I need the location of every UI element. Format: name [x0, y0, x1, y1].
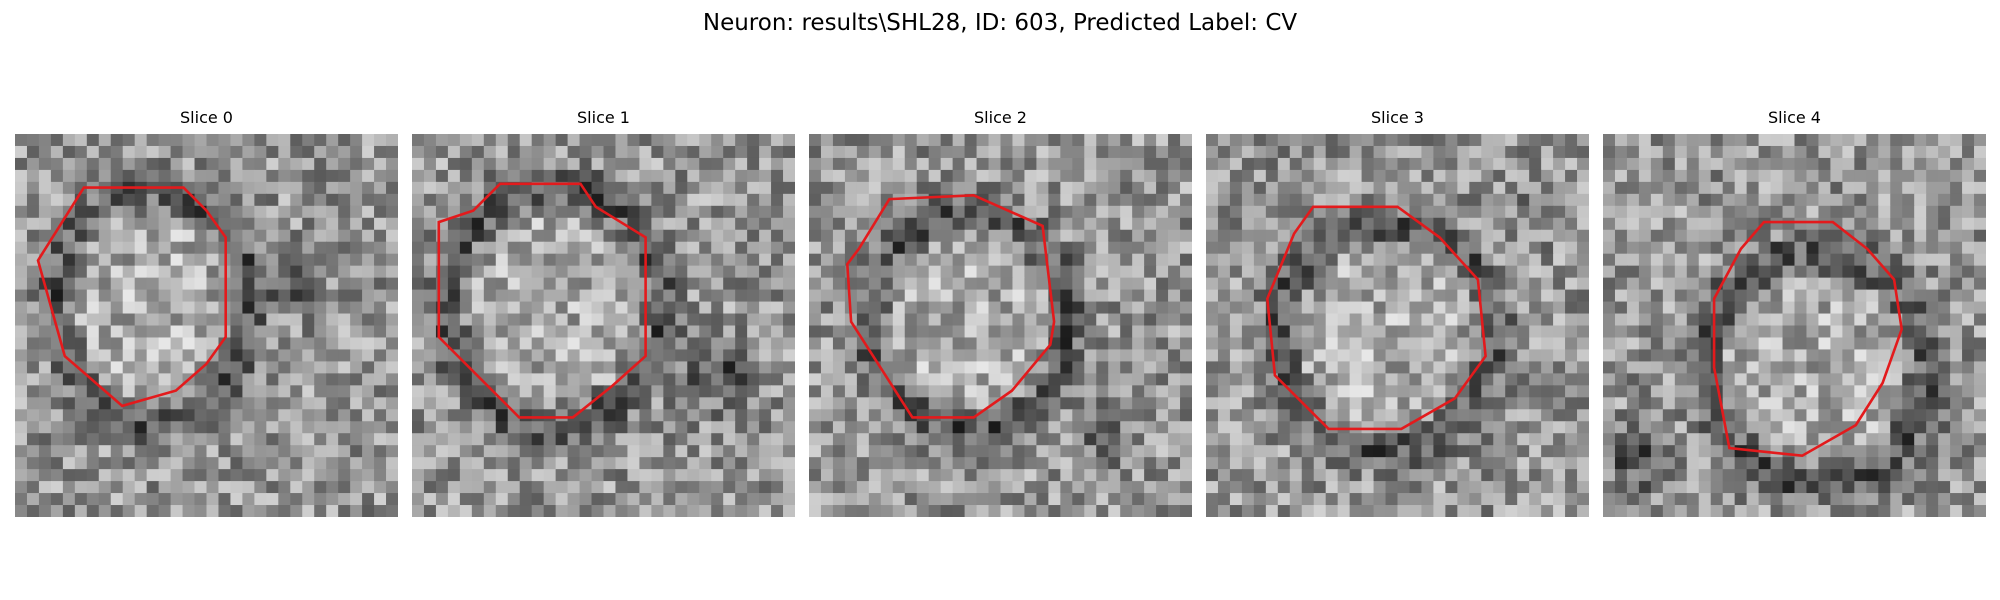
slice-title-1: Slice 1 — [412, 108, 795, 128]
slice-title-4: Slice 4 — [1603, 108, 1986, 128]
figure-title: Neuron: results\SHL28, ID: 603, Predicte… — [0, 6, 2000, 40]
slice-image-4 — [1603, 134, 1986, 517]
slice-title-3: Slice 3 — [1206, 108, 1589, 128]
slice-panel-0: Slice 0 — [15, 108, 398, 517]
slice-title-2: Slice 2 — [809, 108, 1192, 128]
slice-panel-4: Slice 4 — [1603, 108, 1986, 517]
slice-panel-2: Slice 2 — [809, 108, 1192, 517]
slice-image-3 — [1206, 134, 1589, 517]
slice-image-0 — [15, 134, 398, 517]
slice-title-0: Slice 0 — [15, 108, 398, 128]
slice-image-2 — [809, 134, 1192, 517]
slice-panel-3: Slice 3 — [1206, 108, 1589, 517]
slice-image-1 — [412, 134, 795, 517]
slice-panel-1: Slice 1 — [412, 108, 795, 517]
